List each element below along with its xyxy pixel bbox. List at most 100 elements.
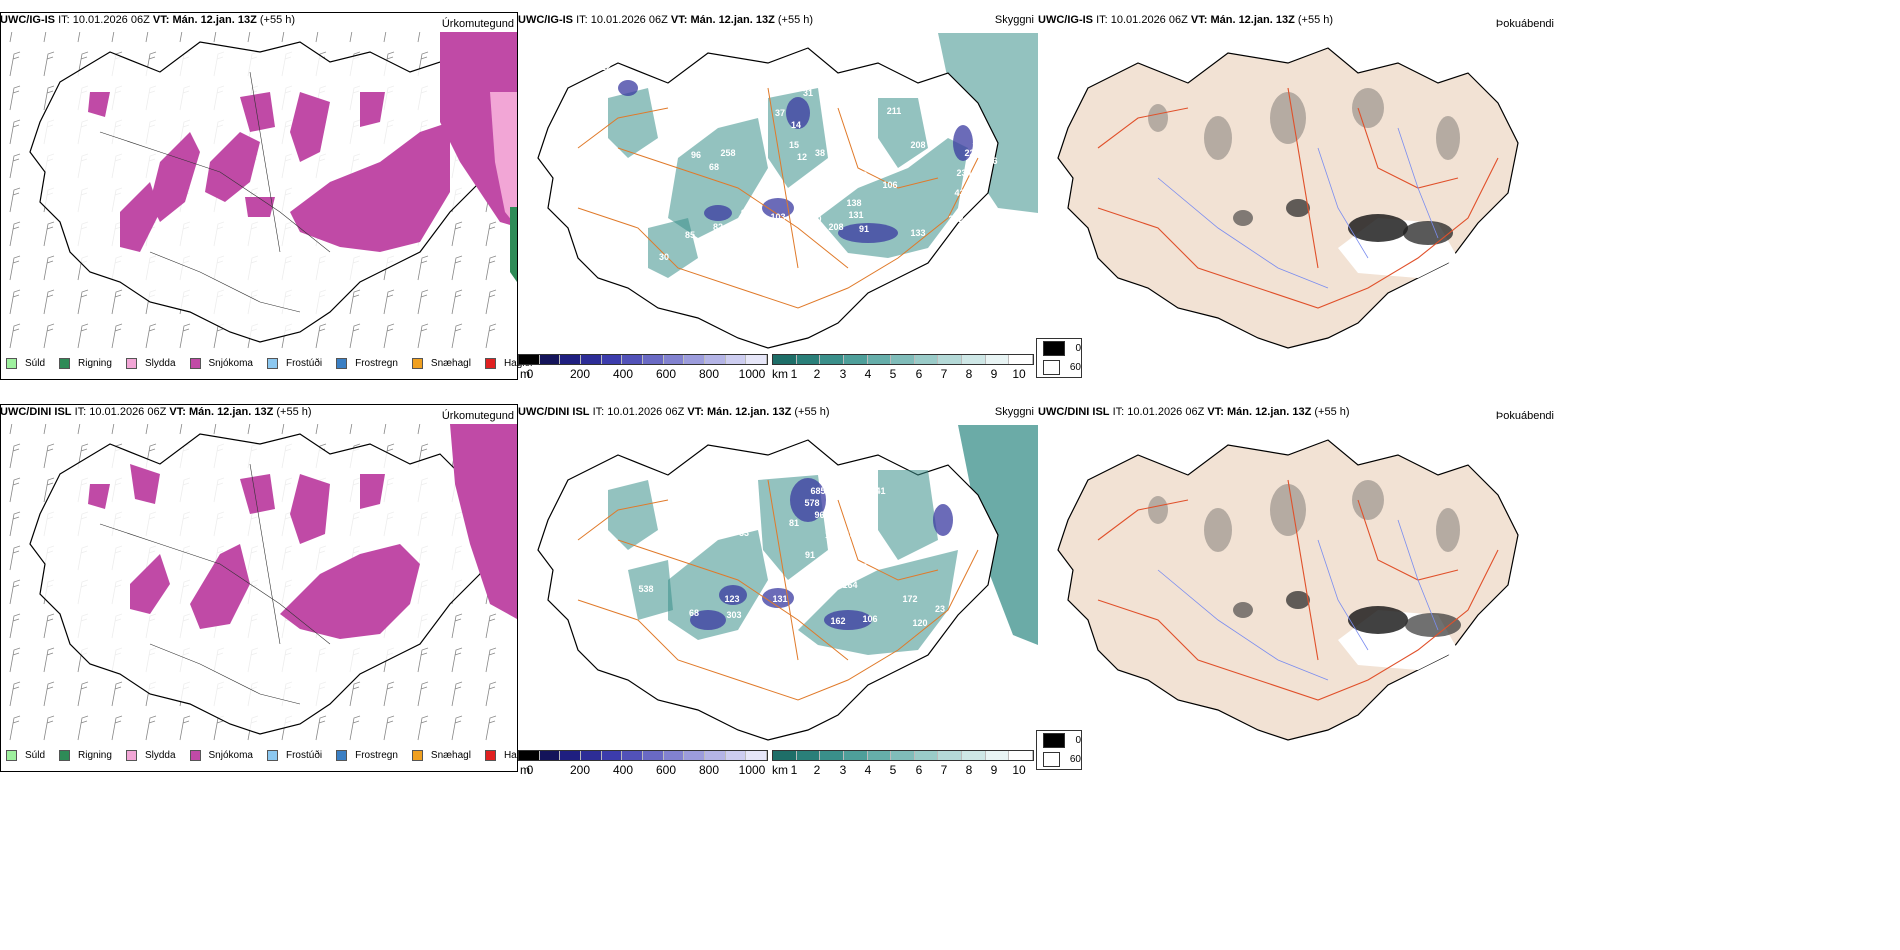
fog-index-map — [1057, 439, 1519, 741]
visibility-unit: km — [772, 367, 788, 381]
legend-swatch — [189, 358, 201, 369]
ceiling-value-label: 123 — [724, 594, 739, 604]
visibility-scale: km 1 2 3 4 5 6 7 8 9 10 — [772, 750, 1034, 777]
legend-swatch — [411, 358, 423, 369]
ceiling-value-label: 96 — [691, 150, 701, 160]
ceiling-value-label: 576 — [710, 518, 725, 528]
legend-item: Snæhagl — [411, 358, 471, 369]
ceiling-value-label: 172 — [902, 594, 917, 604]
ceiling-value-label: 12 — [797, 152, 807, 162]
ceiling-value-label: 33 — [739, 528, 749, 538]
ceiling-value-label: 132 — [940, 118, 955, 128]
row1-fog-panel: UWC/IG-IS IT: 10.01.2026 06Z VT: Mán. 12… — [1036, 12, 1558, 380]
ceiling-value-label: 208 — [910, 140, 925, 150]
ceiling-value-label: 93 — [741, 208, 751, 218]
ceiling-value-label: 90 — [981, 550, 991, 560]
legend-item: Súld — [6, 358, 45, 369]
model-name: UWC/DINI ISL — [0, 406, 72, 418]
ceiling-value-label: 23 — [935, 604, 945, 614]
ceiling-unit: m — [520, 367, 530, 381]
ceiling-value-label: 14 — [791, 120, 801, 130]
ceiling-value-label: 961 — [814, 510, 829, 520]
legend-item: Rigning — [59, 750, 112, 761]
legend-swatch — [125, 750, 137, 761]
precip-type-tag: Úrkomutegund — [441, 18, 514, 30]
legend-item: Rigning — [59, 358, 112, 369]
ceiling-scale: m 0 200 400 600 800 1000 — [518, 354, 768, 381]
row2-fog-panel: UWC/DINI ISL IT: 10.01.2026 06Z VT: Mán.… — [1036, 404, 1558, 772]
legend-swatch — [59, 750, 71, 761]
legend-item: Snæhagl — [411, 750, 471, 761]
iceland-outline — [29, 433, 491, 735]
ceiling-value-label: 223 — [964, 148, 979, 158]
row1-visibility-panel: UWC/IG-IS IT: 10.01.2026 06Z VT: Mán. 12… — [518, 12, 1038, 381]
legend-swatch — [6, 750, 17, 761]
ceiling-value-label: 106 — [862, 614, 877, 624]
row1-visibility-title: UWC/IG-IS IT: 10.01.2026 06Z VT: Mán. 12… — [518, 14, 814, 26]
legend-swatch — [59, 358, 71, 369]
legend-item: Frostúði — [266, 358, 322, 369]
legend-swatch — [336, 358, 348, 369]
fog-swatch-dark — [1043, 733, 1066, 748]
row1-fog-title: UWC/IG-IS IT: 10.01.2026 06Z VT: Mán. 12… — [1038, 14, 1334, 26]
ceiling-value-label: 85 — [685, 230, 695, 240]
ceiling-value-label: 306 — [982, 156, 997, 166]
ceiling-value-label: 48 — [857, 170, 867, 180]
legend-item: Súld — [6, 750, 45, 761]
ceiling-value-label: 14 — [845, 530, 855, 540]
ceiling-value-label: 134 — [734, 718, 749, 728]
ceiling-value-label: 37 — [775, 108, 785, 118]
ceiling-value-label: 106 — [882, 180, 897, 190]
ceiling-value-label: 208 — [828, 222, 843, 232]
legend-item: Frostregn — [336, 358, 398, 369]
legend-item: Slydda — [125, 358, 176, 369]
ceiling-value-label: 211 — [887, 106, 902, 116]
fog-scale: 0 60 — [1036, 730, 1082, 770]
ceiling-value-label: 169 — [802, 602, 817, 612]
row1-precip-title: UWC/IG-IS IT: 10.01.2026 06Z VT: Mán. 12… — [0, 14, 296, 26]
ceiling-value-label: 15 — [745, 624, 755, 634]
row2-visibility-panel: UWC/DINI ISL IT: 10.01.2026 06Z VT: Mán.… — [518, 404, 1038, 777]
ceiling-value-label: 35 — [753, 716, 763, 726]
ceiling-value-label: 68 — [709, 162, 719, 172]
legend-item: Frostúði — [266, 750, 322, 761]
legend-item: Slydda — [125, 750, 176, 761]
ceiling-value-label: 241 — [870, 486, 885, 496]
ceiling-scale-bar — [518, 750, 768, 761]
ceiling-value-label: 91 — [859, 224, 869, 234]
row2-fog-title: UWC/DINI ISL IT: 10.01.2026 06Z VT: Mán.… — [1038, 406, 1350, 418]
ceiling-value-label: 133 — [910, 228, 925, 238]
ceiling-value-label: 103 — [770, 212, 785, 222]
ceiling-value-label: 131 — [848, 210, 863, 220]
model-name: UWC/IG-IS — [0, 14, 55, 26]
fog-scale: 0 60 — [1036, 338, 1082, 378]
legend-item: Snjókoma — [189, 750, 253, 761]
ceiling-value-label: 752 — [828, 542, 843, 552]
ceiling-value-label: 352 — [948, 214, 963, 224]
ceiling-value-label: 190 — [862, 146, 877, 156]
visibility-scale: km 1 2 3 4 5 6 7 8 9 10 — [772, 354, 1034, 381]
legend-swatch — [6, 358, 17, 369]
ceiling-value-label: 85 — [857, 562, 867, 572]
fog-index-map — [1057, 47, 1519, 349]
ceiling-value-label: 578 — [804, 498, 819, 508]
legend-swatch — [266, 750, 278, 761]
ceiling-value-label: 538 — [638, 584, 653, 594]
legend-swatch — [411, 750, 423, 761]
ceiling-value-label: 91 — [805, 550, 815, 560]
ceiling-value-label: 68 — [689, 608, 699, 618]
row2-visibility-title: UWC/DINI ISL IT: 10.01.2026 06Z VT: Mán.… — [518, 406, 830, 418]
visibility-scale-bar — [772, 354, 1034, 365]
ceiling-value-label: 290 — [972, 136, 987, 146]
ceiling-scale: m 0 200 400 600 800 1000 — [518, 750, 768, 777]
legend-swatch — [484, 750, 496, 761]
ceiling-value-label: 258 — [720, 148, 735, 158]
ceiling-value-label: 82 — [713, 222, 723, 232]
precip-type-map — [0, 12, 518, 380]
ceiling-value-label: 432 — [954, 188, 969, 198]
row1-precip-panel: UWC/IG-IS IT: 10.01.2026 06Z VT: Mán. 12… — [0, 12, 532, 380]
ceiling-scale-bar — [518, 354, 768, 365]
ceiling-value-label: 31 — [803, 88, 813, 98]
fog-tag: Þokuábendi — [1495, 410, 1554, 422]
